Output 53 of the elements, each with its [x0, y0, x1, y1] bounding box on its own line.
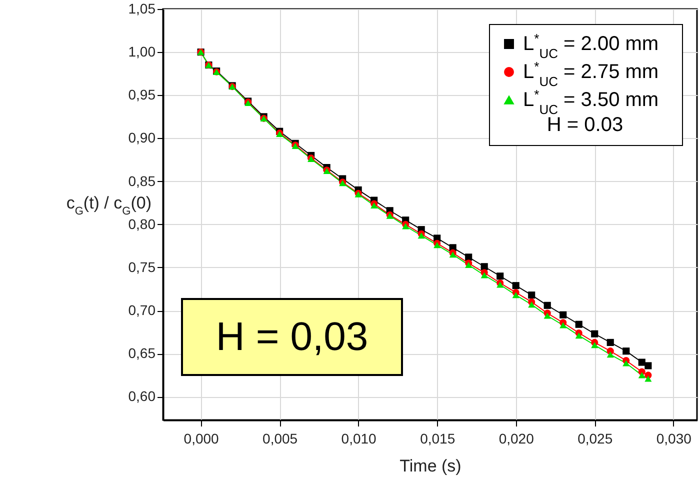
point: [644, 376, 652, 382]
y-tick-label: 0,60: [128, 388, 156, 404]
point: [449, 252, 456, 258]
point: [512, 292, 520, 298]
y-tick-label: 0,95: [128, 86, 156, 103]
point: [638, 372, 646, 378]
point: [591, 342, 598, 348]
point: [575, 320, 582, 328]
x-tick-label: 0,020: [498, 430, 534, 446]
point: [622, 360, 630, 366]
legend-label: L$^{*}$$_{UC}$ = 2.00 mm: [523, 30, 659, 60]
point: [591, 330, 598, 338]
y-axis-title: c$_{G}$(t) / c$_{G}$(0): [66, 194, 152, 218]
point: [560, 311, 567, 318]
x-tick-label: 0,010: [341, 430, 377, 446]
point: [496, 272, 504, 280]
y-tick-label: 1,00: [128, 44, 156, 60]
point: [606, 338, 614, 346]
point: [512, 282, 520, 290]
point: [465, 254, 472, 261]
point: [402, 223, 410, 230]
point: [528, 301, 536, 308]
y-tick-label: 0,90: [128, 130, 156, 146]
x-axis-title: Time (s): [400, 456, 462, 476]
point: [544, 302, 551, 309]
x-tick-label: 0,015: [420, 430, 456, 446]
point: [480, 272, 488, 278]
point: [638, 358, 646, 366]
x-tick-label: 0,000: [184, 430, 220, 446]
y-tick-label: 0,75: [128, 258, 156, 275]
x-tick-label: 0,005: [262, 430, 298, 446]
point: [575, 332, 582, 339]
y-tick-label: 0,70: [128, 302, 156, 318]
point: [418, 232, 425, 239]
point: [606, 351, 614, 358]
point: [528, 292, 536, 299]
legend-label: L$^{*}$$_{UC}$ = 2.75 mm: [523, 58, 659, 88]
point: [480, 263, 488, 270]
y-tick-label: 0,80: [128, 216, 156, 232]
point: [622, 348, 630, 355]
annotation: H = 0,03: [181, 298, 403, 376]
point: [434, 242, 441, 248]
y-tick-label: 0,65: [128, 345, 156, 362]
x-tick-label: 0,030: [656, 430, 692, 446]
y-tick-label: 0,85: [128, 172, 156, 189]
point: [544, 312, 551, 319]
legend-label: L$^{*}$$_{UC}$ = 3.50 mm: [523, 86, 659, 116]
x-tick-label: 0,025: [578, 430, 613, 446]
legend-title: H = 0.03: [546, 114, 624, 136]
y-tick-label: 1,05: [128, 0, 156, 16]
point: [560, 322, 567, 328]
point: [644, 362, 652, 370]
point: [496, 282, 504, 288]
